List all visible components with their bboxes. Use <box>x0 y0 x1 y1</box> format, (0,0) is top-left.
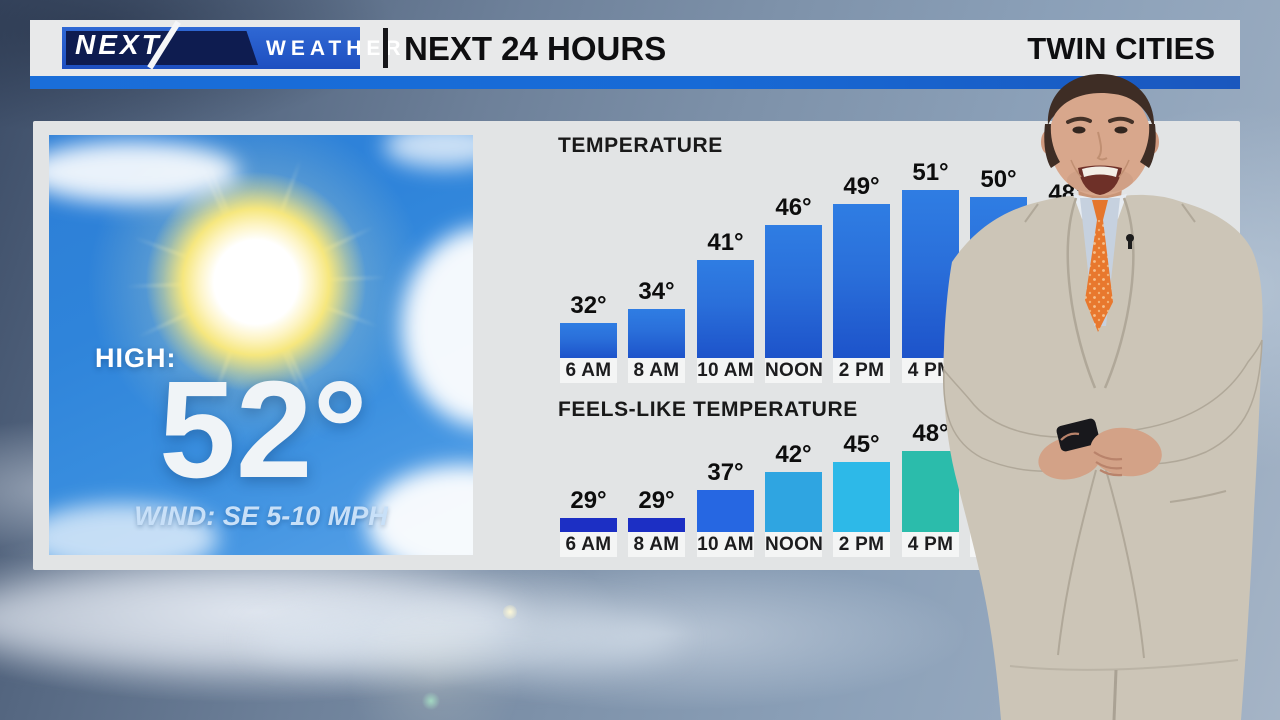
chart-column: 32° 6 AM <box>560 292 617 383</box>
bar-value-label: 45° <box>843 431 880 458</box>
time-label: NOON <box>765 358 824 383</box>
feels-like-bar <box>560 518 617 532</box>
feels-like-bar <box>833 462 890 532</box>
next-weather-logo: NEXT WEATHER <box>62 20 401 70</box>
cloud <box>49 141 239 203</box>
bar-value-label: 41° <box>707 229 744 256</box>
temperature-bar <box>833 204 890 358</box>
time-label: 8 AM <box>628 358 685 383</box>
feels-like-bar <box>902 451 959 532</box>
time-label: 4 PM <box>902 532 959 557</box>
bar-value-label: 37° <box>707 459 744 486</box>
logo-secondary-text: WEATHER <box>266 37 406 60</box>
high-temperature: 52° <box>159 353 368 507</box>
temperature-bar <box>560 323 617 358</box>
chart-column: 46° NOON <box>765 194 824 383</box>
weather-presenter <box>943 74 1263 720</box>
feels-like-bar <box>697 490 754 532</box>
chart-column: 41° 10 AM <box>697 229 754 383</box>
condition-photo: HIGH: 52° WIND: SE 5-10 MPH <box>49 135 473 555</box>
location-label: TWIN CITIES <box>1027 31 1215 66</box>
feels-like-chart-title: FEELS-LIKE TEMPERATURE <box>558 398 858 421</box>
chart-column: 37° 10 AM <box>697 459 754 557</box>
time-label: 10 AM <box>697 532 754 557</box>
lens-flare <box>503 605 517 619</box>
time-label: 2 PM <box>833 532 890 557</box>
temperature-chart-title: TEMPERATURE <box>558 134 723 157</box>
time-label: 6 AM <box>560 532 617 557</box>
bar-value-label: 51° <box>912 159 949 186</box>
cloud <box>250 604 680 674</box>
chart-column: 45° 2 PM <box>833 431 890 557</box>
segment-title: NEXT 24 HOURS <box>404 30 667 67</box>
temperature-bar <box>628 309 685 358</box>
wind-readout: WIND: SE 5-10 MPH <box>134 501 388 531</box>
bar-value-label: 42° <box>775 441 812 468</box>
bar-value-label: 29° <box>570 487 607 514</box>
time-label: 2 PM <box>833 358 890 383</box>
bar-value-label: 29° <box>638 487 675 514</box>
feels-like-bar <box>765 472 822 532</box>
temperature-bar <box>765 225 822 358</box>
header-divider <box>383 28 388 68</box>
time-label: NOON <box>765 532 824 557</box>
bar-value-label: 49° <box>843 173 880 200</box>
time-label: 10 AM <box>697 358 754 383</box>
chart-column: 34° 8 AM <box>628 278 685 383</box>
bar-value-label: 34° <box>638 278 675 305</box>
logo-primary-text: NEXT <box>75 29 162 60</box>
time-label: 8 AM <box>628 532 685 557</box>
bar-value-label: 32° <box>570 292 607 319</box>
feels-like-chart: 29° 6 AM 29° 8 AM 37° 10 AM 42° NOON 45° 2 PM 48° 4… <box>560 420 1120 557</box>
feels-like-bar <box>628 518 685 532</box>
time-label: 6 AM <box>560 358 617 383</box>
lens-flare <box>422 692 440 710</box>
chart-column: 29° 8 AM <box>628 487 685 557</box>
chart-column: 42° NOON <box>765 441 824 557</box>
bar-value-label: 48° <box>912 420 949 447</box>
chart-column: 48° 4 PM <box>902 420 959 557</box>
chart-column: 29° 6 AM <box>560 487 617 557</box>
chart-column: 49° 2 PM <box>833 173 890 383</box>
high-label: HIGH: <box>95 343 177 373</box>
bar-value-label: 46° <box>775 194 812 221</box>
bar-value-label: 50° <box>980 166 1017 193</box>
header-bar: NEXT WEATHER NEXT 24 HOURS TWIN CITIES <box>30 20 1240 76</box>
sun-icon <box>146 172 366 392</box>
temperature-bar <box>697 260 754 358</box>
header-accent-stripe <box>30 76 1240 89</box>
cloud <box>384 135 473 168</box>
